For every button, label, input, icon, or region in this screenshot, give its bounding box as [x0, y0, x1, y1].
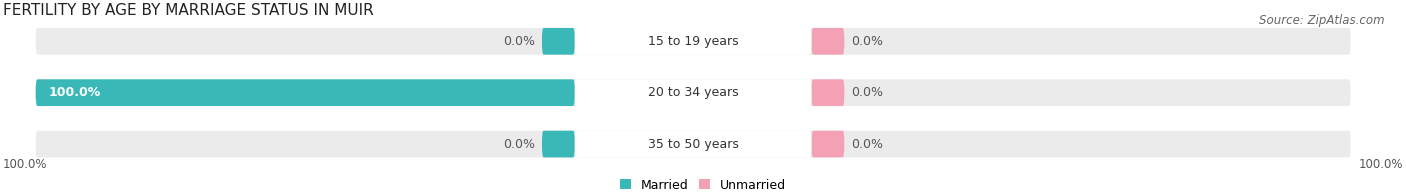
- FancyBboxPatch shape: [811, 28, 845, 55]
- Text: FERTILITY BY AGE BY MARRIAGE STATUS IN MUIR: FERTILITY BY AGE BY MARRIAGE STATUS IN M…: [3, 3, 374, 18]
- Text: 35 to 50 years: 35 to 50 years: [648, 138, 738, 151]
- FancyBboxPatch shape: [35, 28, 1351, 55]
- Text: 15 to 19 years: 15 to 19 years: [648, 35, 738, 48]
- Text: 0.0%: 0.0%: [851, 35, 883, 48]
- FancyBboxPatch shape: [541, 28, 575, 55]
- Text: 0.0%: 0.0%: [503, 138, 536, 151]
- FancyBboxPatch shape: [575, 131, 811, 157]
- FancyBboxPatch shape: [811, 131, 845, 157]
- FancyBboxPatch shape: [35, 131, 1351, 157]
- Text: 0.0%: 0.0%: [503, 35, 536, 48]
- Text: 100.0%: 100.0%: [1358, 158, 1403, 171]
- Text: 0.0%: 0.0%: [851, 138, 883, 151]
- Text: Source: ZipAtlas.com: Source: ZipAtlas.com: [1260, 14, 1385, 27]
- FancyBboxPatch shape: [811, 79, 845, 106]
- FancyBboxPatch shape: [575, 79, 811, 106]
- Legend: Married, Unmarried: Married, Unmarried: [614, 174, 792, 196]
- Text: 0.0%: 0.0%: [851, 86, 883, 99]
- FancyBboxPatch shape: [575, 28, 811, 55]
- Text: 100.0%: 100.0%: [3, 158, 48, 171]
- FancyBboxPatch shape: [35, 79, 575, 106]
- FancyBboxPatch shape: [541, 131, 575, 157]
- Text: 100.0%: 100.0%: [49, 86, 101, 99]
- Text: 20 to 34 years: 20 to 34 years: [648, 86, 738, 99]
- FancyBboxPatch shape: [35, 79, 1351, 106]
